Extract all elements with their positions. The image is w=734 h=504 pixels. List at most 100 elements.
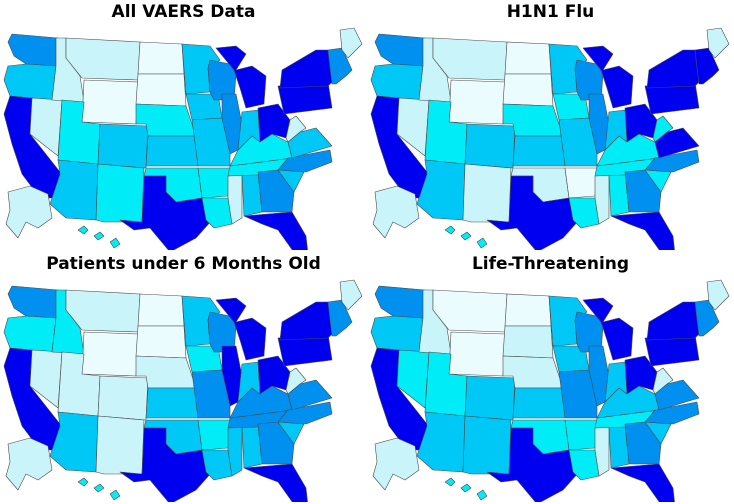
state-region xyxy=(137,41,185,75)
state-shape xyxy=(279,301,333,341)
state-shape xyxy=(77,225,89,235)
map-panel-h1n1: H1N1 Flu xyxy=(367,0,734,252)
state-shape xyxy=(564,167,598,199)
state-shape xyxy=(460,483,472,493)
state-region xyxy=(97,375,149,421)
state-shape xyxy=(502,325,554,359)
state-shape xyxy=(119,427,213,502)
state-region xyxy=(285,367,307,395)
state-shape xyxy=(135,325,187,359)
state-shape xyxy=(706,27,730,59)
state-shape xyxy=(462,415,512,475)
map-title: All VAERS Data xyxy=(111,2,256,22)
state-shape xyxy=(558,369,598,419)
state-region xyxy=(95,415,145,475)
state-region xyxy=(5,185,53,239)
state-shape xyxy=(145,387,199,419)
state-region xyxy=(3,63,57,101)
state-shape xyxy=(243,463,308,502)
state-region xyxy=(339,279,363,311)
state-region xyxy=(119,175,213,250)
state-region xyxy=(7,33,59,67)
state-shape xyxy=(97,123,149,169)
state-shape xyxy=(7,33,59,67)
state-shape xyxy=(93,231,105,241)
state-region xyxy=(502,325,554,359)
state-shape xyxy=(77,477,89,487)
state-shape xyxy=(93,483,105,493)
state-shape xyxy=(706,279,730,311)
state-shape xyxy=(65,37,141,81)
state-region xyxy=(464,123,516,169)
state-shape xyxy=(464,123,516,169)
state-region xyxy=(464,375,516,421)
us-choropleth-map xyxy=(370,27,730,250)
state-region xyxy=(3,315,57,353)
state-region xyxy=(97,123,149,169)
state-shape xyxy=(191,117,231,167)
state-region xyxy=(237,361,261,403)
state-region xyxy=(215,297,267,361)
state-shape xyxy=(374,33,426,67)
state-shape xyxy=(646,49,700,89)
map-title: H1N1 Flu xyxy=(506,2,595,22)
state-shape xyxy=(135,73,187,107)
state-shape xyxy=(339,27,363,59)
state-shape xyxy=(558,117,598,167)
state-shape xyxy=(432,37,508,81)
state-region xyxy=(564,419,598,451)
state-shape xyxy=(95,163,145,223)
state-shape xyxy=(372,437,420,491)
state-shape xyxy=(652,367,674,395)
state-region xyxy=(462,163,512,223)
state-region xyxy=(604,361,628,403)
state-shape xyxy=(512,387,566,419)
state-shape xyxy=(7,285,59,319)
state-shape xyxy=(644,149,700,173)
state-region xyxy=(197,419,231,451)
state-shape xyxy=(604,361,628,403)
state-region xyxy=(432,37,508,81)
state-region xyxy=(462,415,512,475)
state-region xyxy=(558,117,598,167)
state-shape xyxy=(448,79,506,125)
state-region xyxy=(77,225,121,249)
state-region xyxy=(448,79,506,125)
state-shape xyxy=(95,415,145,475)
state-region xyxy=(135,325,187,359)
state-shape xyxy=(5,185,53,239)
state-shape xyxy=(486,175,580,250)
state-region xyxy=(197,167,231,199)
state-region xyxy=(215,45,267,109)
state-region xyxy=(624,169,662,213)
state-shape xyxy=(237,361,261,403)
state-region xyxy=(257,421,295,465)
state-shape xyxy=(277,149,333,173)
state-region xyxy=(191,117,231,167)
state-shape xyxy=(201,449,233,481)
state-region xyxy=(444,225,488,249)
state-region xyxy=(486,427,580,502)
state-shape xyxy=(257,169,295,213)
state-shape xyxy=(568,449,600,481)
state-shape xyxy=(582,45,634,109)
state-region xyxy=(504,293,552,327)
state-shape xyxy=(486,427,580,502)
state-shape xyxy=(81,79,139,125)
map-panel-life-threatening: Life-Threatening xyxy=(367,252,734,504)
state-region xyxy=(610,463,675,502)
state-shape xyxy=(448,331,506,377)
state-shape xyxy=(191,369,231,419)
state-region xyxy=(558,369,598,419)
state-region xyxy=(512,135,566,167)
state-region xyxy=(706,279,730,311)
state-region xyxy=(137,293,185,327)
state-shape xyxy=(237,109,261,151)
state-region xyxy=(604,109,628,151)
state-shape xyxy=(624,169,662,213)
state-region xyxy=(372,185,420,239)
state-region xyxy=(370,315,424,353)
state-shape xyxy=(568,197,600,229)
state-shape xyxy=(444,225,456,235)
state-shape xyxy=(257,421,295,465)
